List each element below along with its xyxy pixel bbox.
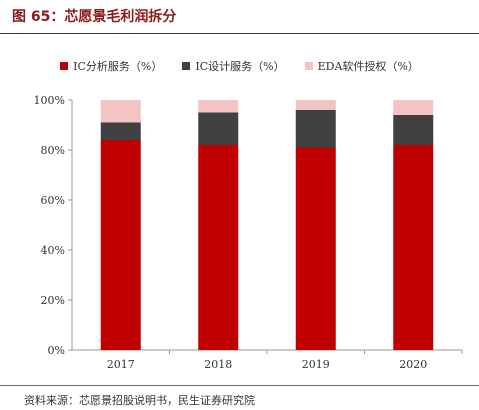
y-tick-label: 60% (41, 194, 65, 207)
legend-item-ic-design: IC设计服务（%） (182, 58, 285, 74)
y-tick-label: 80% (41, 144, 65, 157)
legend-label-ic-analysis: IC分析服务（%） (73, 60, 163, 73)
y-tick-label: 20% (41, 294, 65, 307)
bar-segment-2020-series-2 (393, 100, 434, 115)
bar-segment-2018-series-2 (198, 100, 239, 113)
bar-segment-2020-series-0 (393, 145, 434, 350)
legend-swatch-eda-license (304, 62, 313, 70)
bar-segment-2019-series-2 (295, 100, 336, 110)
bar-segment-2017-series-2 (100, 100, 141, 123)
bar-segment-2017-series-1 (100, 122, 141, 140)
legend-label-ic-design: IC设计服务（%） (195, 60, 285, 73)
bar-segment-2017-series-0 (100, 140, 141, 350)
bar-segment-2018-series-0 (198, 145, 239, 350)
y-tick-label: 40% (41, 244, 65, 257)
x-tick-label: 2017 (107, 358, 135, 371)
legend-swatch-ic-design (182, 62, 191, 70)
x-tick-label: 2019 (302, 358, 330, 371)
x-tick-label: 2018 (204, 358, 232, 371)
source-divider (0, 385, 479, 386)
bar-segment-2019-series-0 (295, 147, 336, 350)
chart-legend: IC分析服务（%） IC设计服务（%） EDA软件授权（%） (0, 58, 479, 74)
legend-item-ic-analysis: IC分析服务（%） (60, 58, 162, 74)
title-divider (0, 33, 479, 34)
legend-swatch-ic-analysis (60, 62, 69, 70)
y-tick-label: 100% (34, 94, 65, 107)
bar-segment-2020-series-1 (393, 115, 434, 145)
legend-item-eda-license: EDA软件授权（%） (304, 58, 419, 74)
legend-label-eda-license: EDA软件授权（%） (317, 60, 419, 73)
bar-segment-2019-series-1 (295, 110, 336, 148)
y-tick-label: 0% (48, 344, 65, 357)
x-tick-label: 2020 (399, 358, 427, 371)
source-note: 资料来源：芯愿景招股说明书，民生证券研究院 (24, 394, 255, 407)
bar-segment-2018-series-1 (198, 112, 239, 145)
figure-title: 图 65：芯愿景毛利润拆分 (12, 9, 177, 25)
